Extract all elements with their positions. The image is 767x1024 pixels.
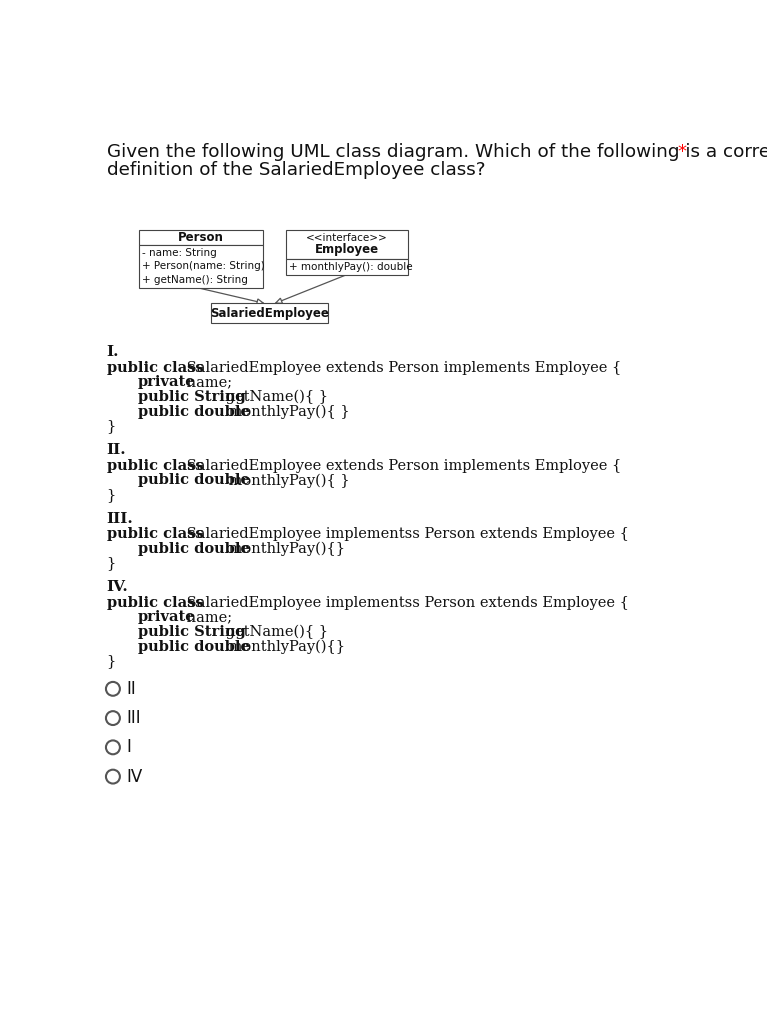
Text: monthlyPay(){}: monthlyPay(){} [225,640,345,654]
Text: I.: I. [107,345,119,359]
Text: monthlyPay(){ }: monthlyPay(){ } [225,473,350,487]
Text: public class: public class [107,360,203,375]
Text: }: } [107,556,116,570]
Text: }: } [107,420,116,433]
Text: + monthlyPay(): double: + monthlyPay(): double [289,262,413,272]
Text: I: I [127,738,132,757]
Text: getName(){ }: getName(){ } [221,390,328,404]
Text: Person: Person [178,231,223,244]
Text: definition of the SalariedEmployee class?: definition of the SalariedEmployee class… [107,161,486,178]
Text: public double: public double [138,542,249,556]
Text: name;: name; [183,376,232,389]
Text: SalariedEmployee: SalariedEmployee [210,306,329,319]
Text: public class: public class [107,459,203,473]
Text: II.: II. [107,443,127,457]
Bar [139,230,262,246]
Text: public String: public String [138,390,245,404]
Text: IV.: IV. [107,581,129,594]
Text: + Person(name: String): + Person(name: String) [142,261,265,271]
Text: private: private [138,376,196,389]
Text: <<interface>>: <<interface>> [306,233,388,244]
Text: + getName(): String: + getName(): String [142,275,248,286]
Polygon shape [275,298,282,303]
Text: private: private [138,610,196,625]
Text: getName(){ }: getName(){ } [221,625,328,639]
Text: III.: III. [107,512,133,525]
Bar [286,259,408,274]
Text: II: II [127,680,137,697]
Text: Given the following UML class diagram. Which of the following is a correct: Given the following UML class diagram. W… [107,143,767,161]
Text: public double: public double [138,404,249,419]
Text: public class: public class [107,527,203,541]
Text: - name: String: - name: String [142,248,216,258]
Text: }: } [107,487,116,502]
Text: Employee: Employee [315,244,379,256]
Text: monthlyPay(){}: monthlyPay(){} [225,542,345,556]
Text: SalariedEmployee extends Person implements Employee {: SalariedEmployee extends Person implemen… [182,360,621,375]
Text: monthlyPay(){ }: monthlyPay(){ } [225,404,350,419]
Text: public double: public double [138,473,249,487]
Text: SalariedEmployee implementss Person extends Employee {: SalariedEmployee implementss Person exte… [182,527,628,541]
Text: SalariedEmployee extends Person implements Employee {: SalariedEmployee extends Person implemen… [182,459,621,473]
Text: *: * [677,143,686,161]
Text: name;: name; [183,610,232,625]
Text: IV: IV [127,768,143,785]
Bar [139,246,262,289]
Text: public class: public class [107,596,203,609]
Bar [286,230,408,259]
Text: public String: public String [138,625,245,639]
Text: SalariedEmployee implementss Person extends Employee {: SalariedEmployee implementss Person exte… [182,596,628,609]
Bar [211,303,328,324]
Text: III: III [127,709,141,727]
Text: }: } [107,654,116,669]
Text: public double: public double [138,640,249,653]
Polygon shape [257,299,263,304]
